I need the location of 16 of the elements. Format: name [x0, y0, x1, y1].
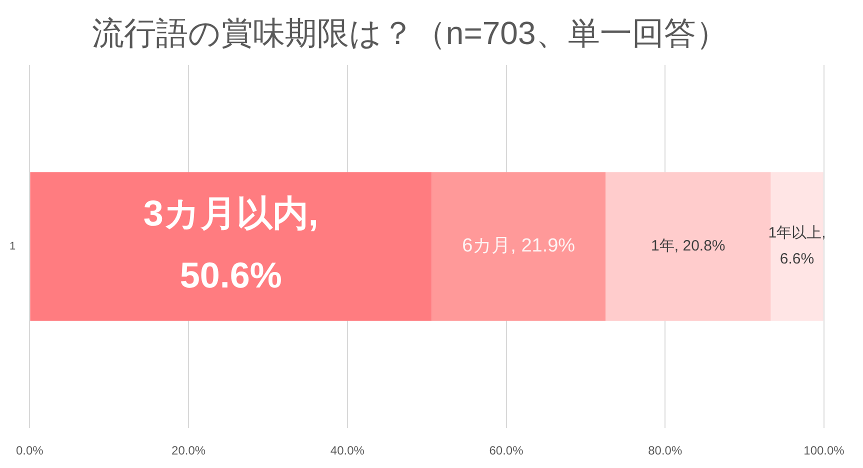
x-tick-label: 20.0%	[172, 444, 206, 458]
bar	[770, 172, 824, 321]
x-tick-label: 40.0%	[330, 444, 365, 458]
chart-title: 流行語の賞味期限は？（n=703、単一回答）	[92, 14, 728, 51]
y-tick-label: 1	[10, 240, 16, 253]
data-label: 3カ月以内, 50.6%	[143, 192, 318, 296]
x-tick-label: 0.0%	[16, 444, 44, 458]
x-tick-label: 60.0%	[489, 444, 524, 458]
bar	[30, 172, 432, 321]
bar	[432, 172, 606, 321]
x-tick-label: 100.0%	[804, 444, 845, 458]
bar	[606, 172, 771, 321]
data-label: 6カ月, 21.9%	[462, 236, 576, 257]
data-label: 1年, 20.8%	[651, 238, 726, 255]
x-tick-label: 80.0%	[648, 444, 682, 458]
data-label: 1年以上, 6.6%	[768, 224, 826, 268]
